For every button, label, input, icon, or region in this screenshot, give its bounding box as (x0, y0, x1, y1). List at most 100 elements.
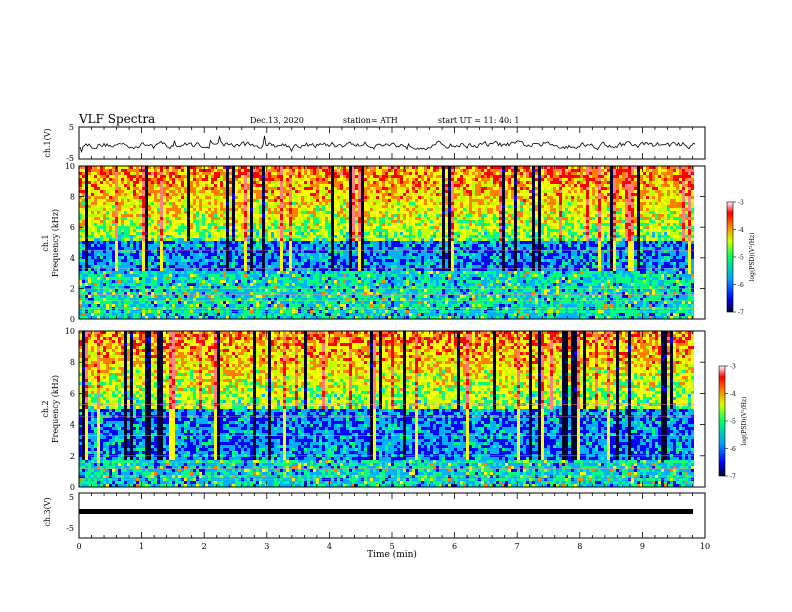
ch1-spectrogram-cell (364, 205, 367, 208)
ch1-spectrogram-cell (316, 220, 319, 223)
ch1-spectrogram-cell (247, 175, 250, 178)
ch1-spectrogram-cell (202, 166, 205, 169)
ch1-spectrogram-cell (130, 295, 133, 298)
ch1-spectrogram-cell (286, 301, 289, 304)
ch1-spectrogram-cell (82, 175, 85, 178)
ch1-spectrogram-cell (148, 244, 151, 247)
ch1-spectrogram-cell (313, 208, 316, 211)
ch1-spectrogram-cell (205, 304, 208, 307)
ch1-spectrogram-cell (172, 226, 175, 229)
ch1-spectrogram-cell (181, 241, 184, 244)
ch1-spectrogram-cell (88, 283, 91, 286)
ch1-spectrogram-cell (178, 286, 181, 289)
ch1-spectrogram-cell (82, 268, 85, 271)
ch1-spectrogram-cell (130, 193, 133, 196)
ch1-spectrogram-cell (124, 214, 127, 217)
ch1-spectrogram-cell (175, 244, 178, 247)
ch1-spectrogram-cell (298, 286, 301, 289)
ch1-spectrogram-cell (142, 238, 145, 241)
ch1-spectrogram-cell (268, 181, 271, 184)
ch1-spectrogram-cell (130, 268, 133, 271)
ch1-spectrogram-cell (352, 292, 355, 295)
ch1-spectrogram-cell (289, 190, 292, 193)
ch1-spectrogram-cell (127, 205, 130, 208)
ch1-spectrogram-cell (295, 265, 298, 268)
ch1-spectrogram-cell (232, 271, 235, 274)
ch1-spectrogram-cell (100, 223, 103, 226)
ch1-spectrogram-cell (319, 277, 322, 280)
ch1-spectrogram-cell (256, 247, 259, 250)
ch1-spectrogram-cell (340, 235, 343, 238)
ch1-spectrogram-cell (253, 268, 256, 271)
ch1-spectrogram-cell (151, 289, 154, 292)
ch1-spectrogram-cell (262, 247, 265, 250)
ch1-spectrogram-cell (271, 217, 274, 220)
ch1-spectrogram-cell (82, 274, 85, 277)
ch1-spectrogram-cell (235, 205, 238, 208)
ch1-spectrogram-cell (148, 196, 151, 199)
ch1-spectrogram-cell (310, 178, 313, 181)
ch1-spectrogram-cell (265, 250, 268, 253)
ch1-spectrogram-cell (163, 187, 166, 190)
ch1-spectrogram-cell (262, 304, 265, 307)
ch1-spectrogram-cell (91, 265, 94, 268)
ch1-spectrogram-cell (127, 244, 130, 247)
ch1-spectrogram-cell (235, 250, 238, 253)
ch1-spectrogram-cell (355, 241, 358, 244)
ch1-spectrogram-cell (364, 253, 367, 256)
ch1-spectrogram-cell (166, 253, 169, 256)
ch1-spectrogram-cell (145, 313, 148, 316)
ch1-spectrogram-cell (229, 253, 232, 256)
ch1-spectrogram-cell (157, 292, 160, 295)
ch1-spectrogram-cell (334, 211, 337, 214)
ch1-spectrogram-cell (310, 199, 313, 202)
ch1-spectrogram-cell (292, 262, 295, 265)
ch1-spectrogram-cell (121, 313, 124, 316)
ch1-spectrogram-cell (181, 196, 184, 199)
ch1-spectrogram-cell (163, 175, 166, 178)
ch1-spectrogram-cell (346, 220, 349, 223)
ch1-spectrogram-cell (214, 280, 217, 283)
ch1-spectrogram-cell (277, 196, 280, 199)
ch1-spectrogram-cell (202, 253, 205, 256)
ch1-spectrogram-cell (127, 298, 130, 301)
ch1-spectrogram-cell (145, 277, 148, 280)
ch1-spectrogram-cell (151, 229, 154, 232)
ch1-spectrogram-cell (184, 265, 187, 268)
ch1-spectrogram-cell (199, 232, 202, 235)
ch1-spectrogram-cell (178, 169, 181, 172)
ch1-spectrogram-cell (364, 259, 367, 262)
ch1-spectrogram-cell (88, 169, 91, 172)
ch1-spectrogram-cell (148, 202, 151, 205)
ch1-spectrogram-cell (313, 283, 316, 286)
ch1-spectrogram-cell (91, 211, 94, 214)
ch1-spectrogram-cell (202, 313, 205, 316)
ch1-spectrogram-cell (292, 268, 295, 271)
ch1-spectrogram-cell (325, 193, 328, 196)
ch1-spectrogram-cell (241, 232, 244, 235)
ch1-spectrogram-cell (145, 286, 148, 289)
ch1-spectrogram-cell (94, 190, 97, 193)
ch1-spectrogram-cell (187, 292, 190, 295)
ch1-spectrogram-cell (217, 313, 220, 316)
ch1-spectrogram-cell (163, 217, 166, 220)
ch1-spectrogram-cell (136, 229, 139, 232)
ch1-spectrogram-cell (253, 250, 256, 253)
ch1-spectrogram-cell (211, 268, 214, 271)
ch1-spectrogram-cell (220, 172, 223, 175)
ch1-spectrogram-cell (244, 316, 247, 319)
ch1-spectrogram-cell (331, 313, 334, 316)
ch1-spectrogram-cell (109, 295, 112, 298)
ch1-spectrogram-cell (208, 232, 211, 235)
ch1-spectrogram-cell (166, 256, 169, 259)
ch1-spectrogram-cell (208, 280, 211, 283)
ch1-spectrogram-cell (214, 247, 217, 250)
ch1-spectrogram-cell (136, 262, 139, 265)
ch1-spectrogram-cell (196, 166, 199, 169)
ch1-spectrogram-cell (199, 181, 202, 184)
ch1-spectrogram-cell (82, 292, 85, 295)
ch1-spectrogram-cell (133, 268, 136, 271)
ch1-spectrogram-cell (250, 298, 253, 301)
ch1-spectrogram-cell (196, 280, 199, 283)
ch1-spectrogram-cell (313, 169, 316, 172)
